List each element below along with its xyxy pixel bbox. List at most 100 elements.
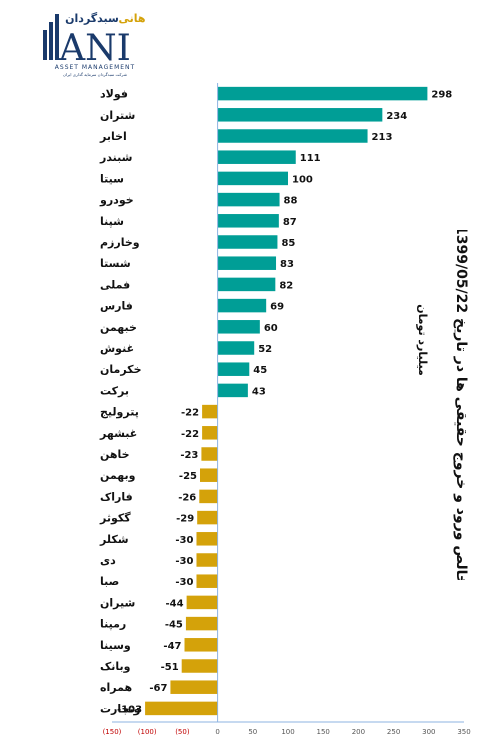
value-label-12: 52 — [258, 344, 272, 355]
value-label-23: -30 — [175, 577, 193, 588]
category-label-8: شستا — [100, 257, 131, 270]
value-label-21: -30 — [175, 535, 193, 546]
bar-22 — [196, 553, 218, 567]
bar-5 — [217, 192, 280, 207]
bar-3 — [217, 150, 296, 164]
value-label-9: 82 — [279, 280, 293, 291]
value-label-11: 60 — [264, 323, 278, 334]
x-tick-label-9: 300 — [422, 728, 435, 736]
chart-title: خالص ورود و خروج حقیقی ها در تاریخ 1399/… — [453, 230, 469, 580]
x-tick-label-8: 250 — [387, 728, 400, 736]
category-label-0: فولاد — [100, 88, 128, 101]
logo-tagline: ASSET MANAGEMENT — [55, 64, 135, 71]
bar-18 — [200, 468, 218, 482]
bar-17 — [201, 447, 218, 461]
bar-24 — [186, 595, 218, 610]
x-tick-label-2: (50) — [175, 728, 190, 736]
bars-group — [145, 86, 428, 716]
x-tick-label-4: 50 — [248, 728, 257, 736]
value-label-6: 87 — [283, 217, 297, 228]
value-label-5: 88 — [284, 196, 298, 207]
category-label-26: وسینا — [100, 639, 131, 652]
value-label-2: 213 — [372, 132, 393, 143]
category-label-14: برکت — [100, 384, 129, 397]
x-tick-label-5: 100 — [281, 728, 294, 736]
bar-11 — [217, 320, 260, 334]
bar-21 — [196, 532, 218, 546]
category-label-2: اخابر — [99, 130, 127, 143]
value-label-22: -30 — [175, 556, 193, 567]
value-label-29: -103 — [117, 704, 142, 715]
category-label-18: وبهمن — [100, 469, 136, 482]
category-label-3: شبندر — [99, 151, 132, 164]
logo-brand-fa: هانی — [118, 12, 145, 25]
value-labels-group: 298 234 213 111 100 88 87 85 83 82 69 60 52 45 43 -22 -2… — [117, 90, 452, 716]
bar-9 — [217, 277, 276, 292]
value-label-24: -44 — [166, 598, 184, 609]
category-label-5: خودرو — [99, 194, 134, 207]
value-label-20: -29 — [176, 514, 194, 525]
category-label-4: سیتا — [100, 172, 124, 185]
value-label-14: 43 — [252, 386, 266, 397]
bar-15 — [202, 404, 218, 419]
category-labels-group: فولاد شتران اخابر شبندر سیتا خودرو شپنا وخارزم ش… — [99, 88, 142, 716]
logo-name-fa: سبدگردان — [65, 12, 119, 25]
value-label-25: -45 — [165, 620, 183, 631]
bar-28 — [170, 680, 218, 694]
value-label-4: 100 — [292, 174, 313, 185]
category-label-7: وخارزم — [100, 236, 140, 249]
title-block: خالص ورود و خروج حقیقی ها در تاریخ 1399/… — [395, 225, 485, 585]
category-label-24: شیران — [100, 596, 135, 609]
bar-7 — [217, 235, 278, 249]
x-tick-labels-group: (150) (100) (50) 0 50 100 150 200 250 300 350 — [103, 728, 471, 736]
bar-19 — [199, 489, 218, 504]
x-tick-label-10: 350 — [457, 728, 470, 736]
category-label-23: صبا — [100, 575, 119, 588]
value-label-1: 234 — [386, 111, 407, 122]
x-tick-label-0: (150) — [103, 728, 122, 736]
value-label-26: -47 — [163, 641, 181, 652]
x-tick-label-7: 200 — [352, 728, 365, 736]
category-label-20: گکوثر — [99, 512, 131, 525]
value-label-15: -22 — [181, 408, 199, 419]
bar-12 — [217, 341, 255, 355]
value-label-10: 69 — [270, 302, 284, 313]
category-label-1: شتران — [100, 109, 135, 122]
category-label-17: خاهن — [100, 448, 130, 461]
category-label-10: فارس — [100, 300, 133, 313]
bar-27 — [181, 659, 218, 673]
bar-26 — [184, 638, 218, 652]
category-label-15: پترولیج — [100, 406, 139, 419]
value-label-13: 45 — [253, 365, 267, 376]
category-label-13: خکرمان — [100, 363, 142, 376]
bar-4 — [217, 171, 288, 186]
category-label-11: خبهمن — [100, 321, 137, 334]
bar-0 — [217, 86, 428, 101]
bar-8 — [217, 256, 277, 270]
value-label-3: 111 — [300, 153, 321, 164]
category-label-6: شپنا — [100, 215, 124, 228]
bar-6 — [217, 214, 279, 228]
value-label-16: -22 — [181, 429, 199, 440]
value-label-17: -23 — [180, 450, 198, 461]
bar-1 — [217, 108, 383, 122]
value-label-27: -51 — [161, 662, 179, 673]
category-label-29: وتجارت — [100, 702, 141, 715]
bar-29 — [145, 701, 218, 716]
bar-23 — [196, 574, 218, 588]
value-label-0: 298 — [431, 90, 452, 101]
category-label-21: شکلر — [99, 533, 129, 546]
x-tick-label-1: (100) — [138, 728, 157, 736]
value-label-18: -25 — [179, 471, 197, 482]
logo-brand-en: ANI — [58, 28, 131, 69]
chart-unit: میلیارد تومان — [416, 304, 429, 376]
x-tick-label-6: 150 — [317, 728, 330, 736]
bar-20 — [197, 510, 218, 525]
value-label-8: 83 — [280, 259, 294, 270]
x-tick-label-3: 0 — [215, 728, 219, 736]
value-label-7: 85 — [281, 238, 295, 249]
bar-14 — [217, 383, 248, 398]
category-label-19: فاراک — [100, 490, 133, 503]
value-label-19: -26 — [178, 492, 196, 503]
